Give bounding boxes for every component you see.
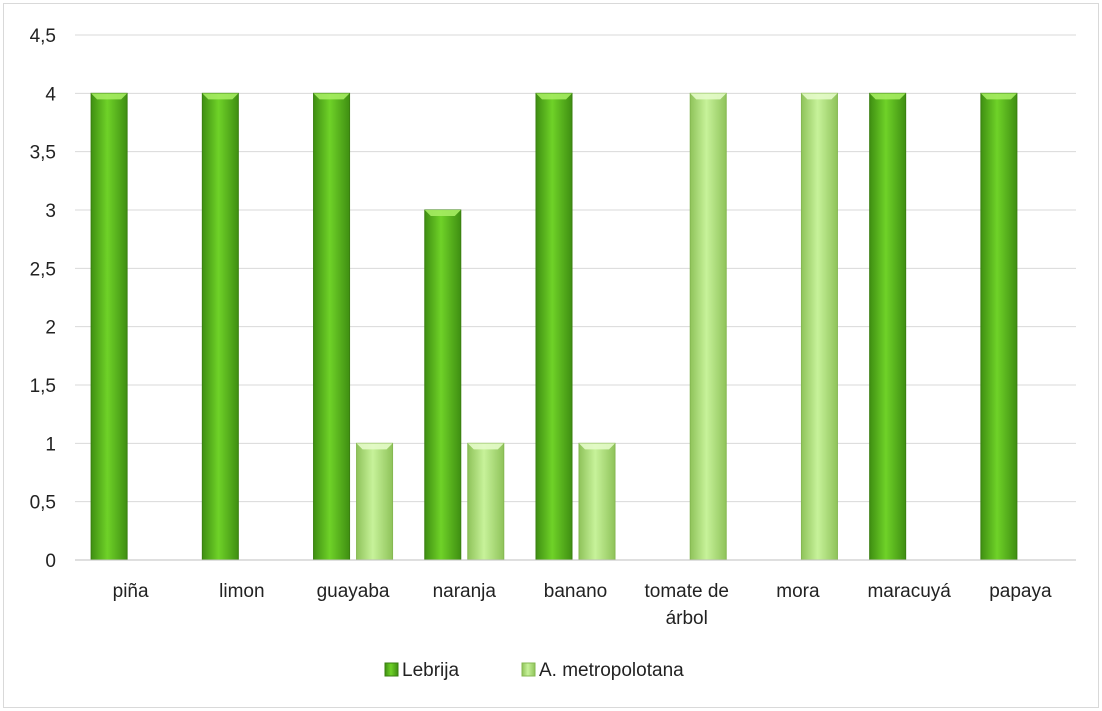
y-tick-label: 1,5 [30, 376, 56, 397]
legend: Lebrija A. metropolotana [384, 660, 684, 681]
y-tick-label: 3 [45, 201, 56, 222]
y-tick-label: 3,5 [30, 143, 56, 164]
x-tick-label: mora [776, 581, 820, 602]
legend-item: A. metropolotana [521, 660, 684, 681]
legend-label: A. metropolotana [539, 660, 684, 681]
legend-swatch [384, 662, 399, 677]
y-tick-label: 2 [45, 318, 56, 339]
y-tick-label: 0 [45, 551, 56, 572]
x-axis-labels: piña limon guayaba naranja banano tomate de ár… [113, 581, 1052, 629]
bar-lebrija [869, 92, 907, 561]
bar-lebrija [201, 92, 239, 561]
bar-lebrija [980, 92, 1018, 561]
bar-lebrija [90, 92, 128, 561]
x-tick-label: tomate de árbol [644, 581, 729, 629]
x-tick-label: piña [113, 581, 149, 602]
bar-lebrija [424, 209, 462, 561]
bar-metropolotana [800, 92, 838, 561]
bar-metropolotana [578, 442, 616, 561]
y-tick-label: 2,5 [30, 259, 56, 280]
x-tick-label: naranja [433, 581, 497, 602]
x-tick-label: banano [544, 581, 607, 602]
bars [90, 92, 1018, 561]
bar-metropolotana [356, 442, 394, 561]
y-tick-label: 1 [45, 434, 56, 455]
bar-lebrija [313, 92, 351, 561]
legend-label: Lebrija [402, 660, 459, 681]
bar-metropolotana [689, 92, 727, 561]
y-tick-label: 0,5 [30, 493, 56, 514]
bar-lebrija [535, 92, 573, 561]
x-tick-label: limon [219, 581, 264, 602]
x-tick-label: maracuyá [867, 581, 951, 602]
gridlines [75, 34, 1076, 503]
y-tick-label: 4 [45, 84, 56, 105]
bar-metropolotana [467, 442, 505, 561]
legend-swatch [521, 662, 536, 677]
legend-item: Lebrija [384, 660, 459, 681]
x-tick-label: guayaba [317, 581, 390, 602]
y-tick-label: 4,5 [30, 26, 56, 47]
x-tick-label: papaya [989, 581, 1052, 602]
y-axis-labels: 0 0,5 1 1,5 2 2,5 3 3,5 4 4,5 [30, 26, 57, 572]
